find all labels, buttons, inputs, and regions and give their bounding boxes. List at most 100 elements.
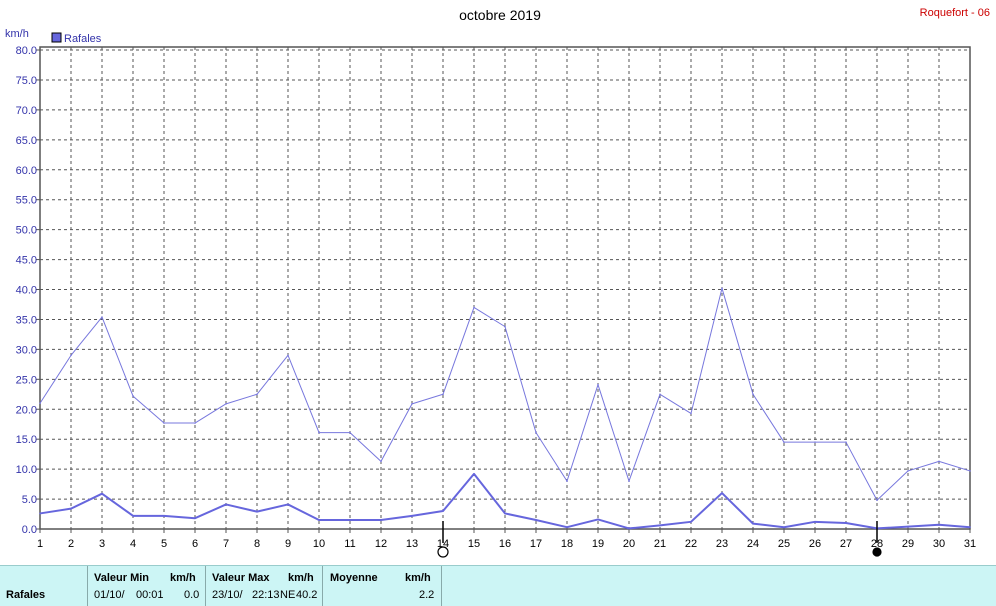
- legend-swatch: [51, 32, 62, 43]
- data-point: [132, 395, 134, 397]
- y-tick-label: 15.0: [16, 434, 37, 446]
- data-point: [969, 526, 971, 529]
- max-value: 40.2: [296, 589, 318, 601]
- x-tick-label: 2: [68, 538, 74, 550]
- data-point: [132, 515, 134, 517]
- y-tick-label: 55.0: [16, 195, 37, 207]
- min-date: 01/10/: [94, 589, 125, 601]
- data-point: [194, 517, 196, 520]
- legend-label: Rafales: [64, 33, 102, 45]
- x-tick-label: 30: [933, 538, 945, 550]
- x-tick-label: 3: [99, 538, 105, 550]
- data-point: [39, 402, 41, 405]
- x-tick-label: 28: [871, 538, 883, 550]
- data-point: [70, 354, 72, 357]
- y-tick-label: 65.0: [16, 135, 37, 147]
- data-point: [411, 515, 413, 517]
- footer-separator: [322, 566, 323, 606]
- data-point: [535, 431, 537, 434]
- data-point: [535, 519, 537, 521]
- x-tick-label: 14: [437, 538, 449, 550]
- new-moon-marker: [872, 547, 882, 557]
- data-point: [690, 521, 692, 523]
- y-tick-label: 60.0: [16, 165, 37, 177]
- avg-unit: km/h: [405, 572, 431, 584]
- x-tick-label: 7: [223, 538, 229, 550]
- x-tick-label: 29: [902, 538, 914, 550]
- x-tick-label: 10: [313, 538, 325, 550]
- data-point: [659, 393, 661, 396]
- y-tick-label: 20.0: [16, 404, 37, 416]
- data-point: [845, 441, 847, 443]
- station-label: Roquefort - 06: [920, 7, 990, 19]
- x-axis-ticks: 1 2 3 4 5 6 7 8 9 10 11 12 13 14 15 16 17 18 19 20 21 22 23 24 2…: [37, 529, 976, 550]
- data-point: [225, 403, 227, 405]
- x-tick-label: 19: [592, 538, 604, 550]
- data-point: [597, 383, 599, 386]
- min-time: 00:01: [136, 589, 164, 601]
- min-header: Valeur Min: [94, 572, 150, 584]
- data-point: [101, 316, 103, 318]
- x-tick-label: 22: [685, 538, 697, 550]
- data-point: [225, 503, 227, 506]
- footer-separator: [205, 566, 206, 606]
- data-point: [504, 512, 506, 515]
- summary-footer: Rafales Valeur Min km/h 01/10/ 00:01 0.0…: [0, 565, 996, 606]
- data-point: [783, 526, 785, 529]
- x-tick-label: 17: [530, 538, 542, 550]
- y-tick-label: 30.0: [16, 344, 37, 356]
- max-unit: km/h: [288, 572, 314, 584]
- data-point: [566, 480, 568, 482]
- x-tick-label: 12: [375, 538, 387, 550]
- y-tick-label: 45.0: [16, 255, 37, 267]
- data-point: [349, 519, 351, 521]
- data-point: [907, 525, 909, 528]
- data-point: [597, 518, 599, 521]
- y-tick-label: 80.0: [16, 45, 37, 57]
- x-tick-label: 25: [778, 538, 790, 550]
- data-point: [690, 412, 692, 415]
- x-tick-label: 6: [192, 538, 198, 550]
- x-tick-label: 13: [406, 538, 418, 550]
- data-point: [163, 422, 165, 424]
- y-tick-label: 10.0: [16, 464, 37, 476]
- x-tick-label: 20: [623, 538, 635, 550]
- data-point: [504, 325, 506, 328]
- chart: octobre 2019 Roquefort - 06 km/h Rafales…: [5, 7, 990, 558]
- series-layer: [39, 287, 971, 530]
- data-point: [938, 524, 940, 526]
- data-point: [287, 354, 289, 357]
- min-unit: km/h: [170, 572, 196, 584]
- footer-separator: [87, 566, 88, 606]
- x-tick-label: 15: [468, 538, 480, 550]
- marker-layer: [437, 521, 882, 558]
- max-time: 22:13: [252, 589, 280, 601]
- data-point: [721, 287, 723, 290]
- data-point: [163, 515, 165, 517]
- data-point: [969, 470, 971, 472]
- footer-separator: [441, 566, 442, 606]
- data-point: [70, 507, 72, 510]
- y-tick-label: 5.0: [22, 494, 37, 506]
- data-point: [380, 460, 382, 463]
- max-header: Valeur Max: [212, 572, 270, 584]
- y-tick-label: 70.0: [16, 105, 37, 117]
- x-tick-label: 9: [285, 538, 291, 550]
- data-point: [349, 431, 351, 434]
- data-point: [256, 393, 258, 396]
- max-date: 23/10/: [212, 589, 243, 601]
- data-point: [101, 492, 103, 495]
- x-tick-label: 5: [161, 538, 167, 550]
- data-point: [752, 393, 754, 396]
- avg-header: Moyenne: [330, 572, 378, 584]
- data-point: [442, 510, 444, 512]
- data-point: [411, 403, 413, 405]
- data-point: [473, 306, 475, 309]
- data-point: [39, 512, 41, 515]
- y-tick-label: 40.0: [16, 285, 37, 297]
- footer-row-label: Rafales: [6, 589, 46, 601]
- full-moon-marker: [437, 546, 449, 558]
- data-point: [256, 510, 258, 513]
- data-point: [318, 431, 320, 434]
- x-tick-label: 23: [716, 538, 728, 550]
